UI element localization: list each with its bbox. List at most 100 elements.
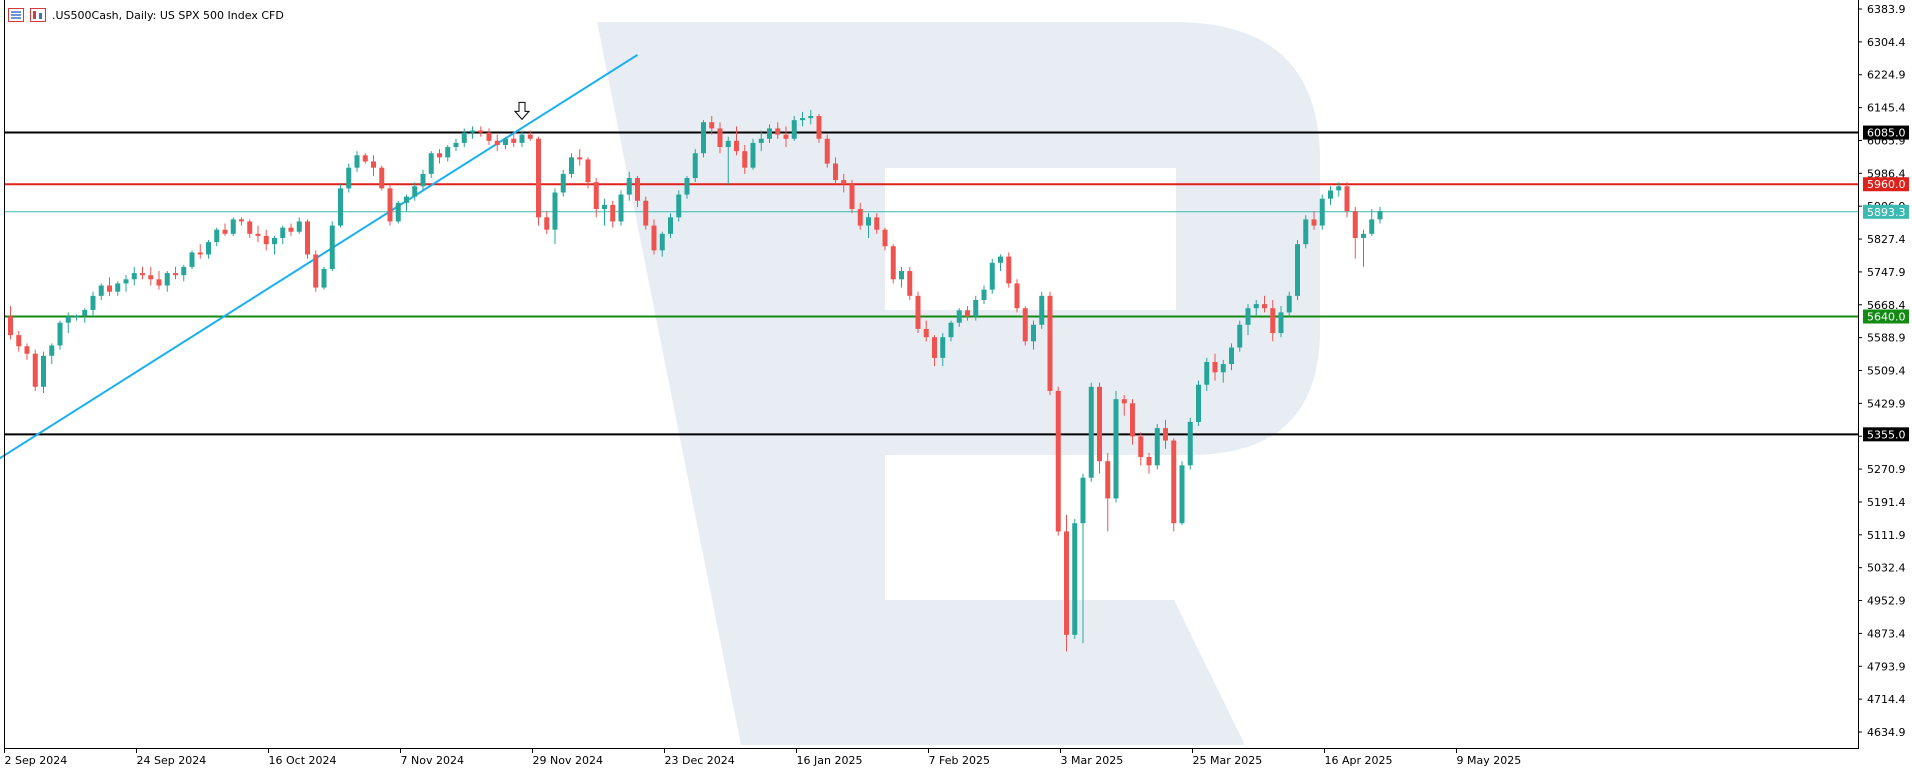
candle <box>296 217 302 234</box>
bullish-candle-body <box>1328 190 1333 199</box>
candle <box>1336 182 1342 197</box>
candle <box>1278 306 1284 338</box>
bearish-candle-body <box>313 254 319 288</box>
candle <box>107 277 112 296</box>
candle <box>1262 295 1267 313</box>
candle <box>956 308 962 327</box>
candles-icon[interactable] <box>30 8 46 22</box>
candle <box>882 227 888 251</box>
candle <box>478 126 484 137</box>
candle <box>1212 353 1218 381</box>
bullish-candle-body <box>1286 295 1292 313</box>
bullish-candle-body <box>1204 361 1210 385</box>
bullish-candle-body <box>503 138 508 145</box>
candle <box>214 227 220 247</box>
bullish-candle-body <box>428 153 434 174</box>
trendline[interactable] <box>0 53 639 460</box>
candle <box>626 171 632 201</box>
candle <box>1064 514 1069 652</box>
candle <box>734 126 739 156</box>
candle <box>123 275 129 292</box>
candle <box>907 266 913 300</box>
bullish-candle-body <box>750 142 756 168</box>
candle <box>1163 419 1168 449</box>
bearish-candle-body <box>247 221 253 234</box>
candle <box>1220 359 1226 383</box>
candle <box>1377 206 1383 224</box>
bullish-candle-body <box>98 285 104 296</box>
bearish-candle-body <box>1064 531 1069 635</box>
bearish-candle-body <box>511 138 517 143</box>
candle <box>569 153 574 179</box>
candle <box>1369 209 1375 236</box>
candle <box>1352 206 1358 259</box>
candle <box>98 283 104 300</box>
candle <box>989 258 995 294</box>
bullish-candle-body <box>445 147 451 158</box>
candle <box>998 254 1003 272</box>
bearish-candle-body <box>255 233 261 236</box>
bearish-candle-body <box>635 178 640 201</box>
bullish-candle-body <box>668 217 673 234</box>
x-tick-label: 25 Mar 2025 <box>1193 754 1263 767</box>
bullish-candle-body <box>346 167 352 189</box>
bullish-candle-body <box>461 132 467 143</box>
candle <box>338 184 343 228</box>
bearish-candle-body <box>24 346 30 354</box>
bullish-candle-body <box>214 229 220 243</box>
candle <box>1237 320 1243 352</box>
candle <box>206 240 211 259</box>
bullish-candle-body <box>82 309 88 316</box>
y-tick-label: 4952.9 <box>1867 595 1906 608</box>
candle <box>41 351 46 393</box>
candle <box>824 134 830 168</box>
candle <box>305 219 310 259</box>
candle <box>1080 473 1086 644</box>
x-tick-label: 16 Jan 2025 <box>797 754 863 767</box>
candle <box>742 144 748 174</box>
chart-list-icon[interactable] <box>8 8 24 22</box>
level-price-label: 6085.0 <box>1863 125 1909 140</box>
bearish-candle-body <box>1344 186 1350 212</box>
bearish-candle-body <box>486 132 492 141</box>
bullish-candle-body <box>676 194 682 218</box>
candle <box>1014 279 1020 313</box>
bullish-candle-body <box>123 279 129 284</box>
candle <box>90 291 96 317</box>
bearish-candle-body <box>544 217 550 230</box>
bullish-candle-body <box>808 116 814 119</box>
bearish-candle-body <box>1022 308 1028 342</box>
bullish-candle-body <box>758 138 764 143</box>
candle <box>849 180 855 214</box>
candle <box>255 225 261 243</box>
bearish-candle-body <box>1097 386 1102 462</box>
candle <box>164 271 170 292</box>
candle <box>519 130 525 148</box>
level-price-label-text: 5960.0 <box>1867 178 1906 191</box>
y-tick-label: 5668.4 <box>1867 299 1906 312</box>
bearish-candle-body <box>148 275 154 280</box>
candle <box>948 320 954 342</box>
candle <box>263 229 269 251</box>
candle <box>239 217 244 226</box>
bullish-candle-body <box>1187 421 1193 466</box>
candle <box>841 173 847 193</box>
bearish-candle-body <box>841 180 847 185</box>
candle <box>189 250 195 269</box>
bearish-candle-body <box>890 246 896 280</box>
bearish-candle-body <box>305 221 310 255</box>
bullish-candle-body <box>1237 324 1243 348</box>
candle <box>536 136 541 226</box>
level-price-label-text: 5893.3 <box>1867 206 1906 219</box>
bearish-candle-body <box>1014 283 1020 309</box>
bearish-candle-body <box>140 273 145 276</box>
bullish-candle-body <box>404 196 409 203</box>
candle <box>1303 215 1309 249</box>
bullish-candle-body <box>1229 347 1234 365</box>
bullish-candle-body <box>1336 186 1342 191</box>
candle <box>1154 423 1160 470</box>
bearish-candle-body <box>197 252 203 255</box>
bearish-candle-body <box>1270 308 1276 334</box>
candle <box>1270 299 1276 342</box>
